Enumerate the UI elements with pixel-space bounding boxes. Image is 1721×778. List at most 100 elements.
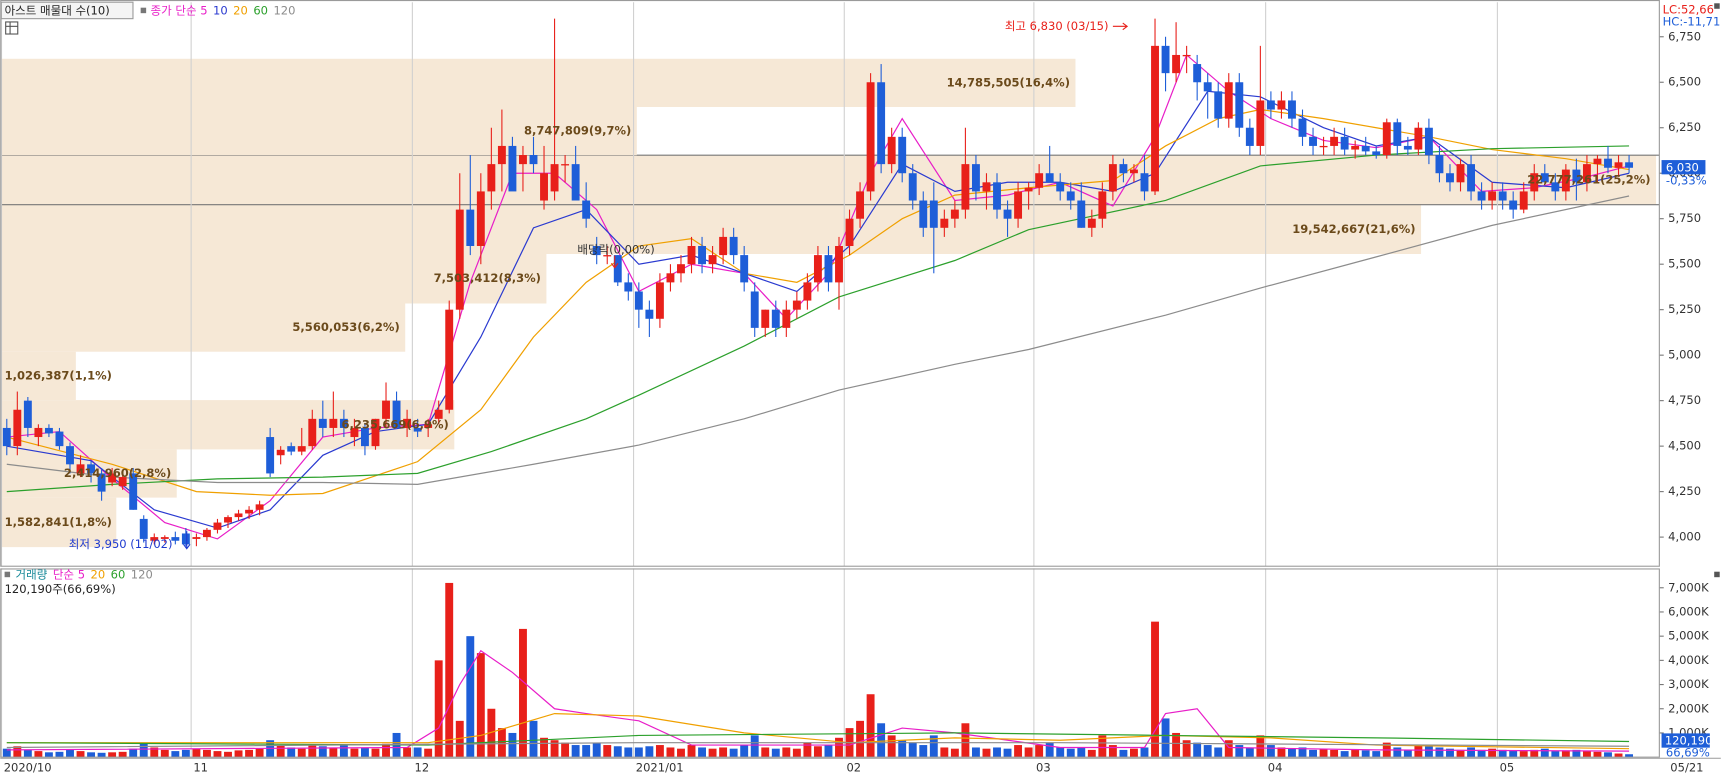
candle-body (1277, 100, 1286, 110)
volume-bar (413, 747, 422, 758)
table-icon[interactable] (5, 21, 19, 35)
legend-entry: 20 (91, 567, 106, 581)
volume-bar (150, 747, 159, 758)
candle-body (571, 164, 580, 201)
volume-bar (1319, 748, 1328, 758)
volume-bar (982, 748, 991, 758)
volume-ratio-label: 66,69% (1666, 746, 1710, 760)
x-tick-label: 2020/10 (4, 761, 52, 775)
y-tick-label: 5,000K (1668, 629, 1709, 643)
x-tick-label: 11 (193, 761, 208, 775)
event-note: 배당락(0,00%) (577, 243, 654, 257)
candle-body (181, 533, 190, 545)
volume-bar (1045, 742, 1054, 758)
volume-profile-label: 6,235,669(6,9%) (342, 417, 449, 431)
candle-body (1572, 169, 1581, 183)
title-box[interactable] (0, 1, 134, 20)
legend-entry: 60 (253, 3, 268, 17)
legend-icon (140, 7, 147, 14)
volume-bar (129, 748, 138, 758)
y-tick-label: 2,000K (1668, 701, 1709, 715)
volume-panel-frame (0, 568, 1660, 758)
volume-bar (1498, 749, 1507, 758)
volume-bar (1161, 718, 1170, 758)
volume-bar (455, 720, 464, 758)
y-tick-label: 5,500 (1668, 257, 1701, 271)
candle-body (1151, 45, 1159, 192)
candle-body (940, 218, 949, 228)
candle-body (1182, 54, 1191, 57)
volume-profile-bar (1, 106, 637, 156)
volume-bar (1403, 749, 1412, 758)
candle-body (245, 509, 254, 514)
candle-body (687, 245, 696, 265)
candle-body (1235, 82, 1244, 128)
volume-bar (118, 751, 127, 758)
volume-bar (1424, 746, 1433, 758)
candle-body (719, 236, 728, 256)
volume-bar (308, 745, 317, 758)
low-note: 최저 3,950 (11/02) (69, 537, 173, 551)
volume-title: 거래량 (16, 567, 48, 581)
candle-body (1340, 136, 1349, 150)
candle-body (297, 446, 306, 452)
volume-bar (887, 735, 896, 758)
y-tick-label: 6,750 (1668, 29, 1701, 43)
volume-profile-bar (1, 204, 1422, 255)
y-tick-label: 3,000K (1668, 677, 1709, 691)
volume-bar (360, 747, 369, 758)
candle-body (287, 446, 296, 452)
candle-body (655, 282, 664, 319)
candle-body (224, 517, 232, 523)
volume-profile-bar (1, 497, 117, 548)
candle-body (1309, 136, 1317, 146)
legend-entry: 단순 5 (53, 567, 85, 581)
candle-body (1361, 145, 1370, 152)
volume-bar (561, 742, 570, 758)
candle-body (34, 427, 43, 438)
change-label: -0,33% (1666, 173, 1707, 187)
y-tick-label: 4,000 (1668, 530, 1701, 544)
candle-body (445, 309, 454, 410)
x-tick-label: 05/21 (1670, 761, 1703, 775)
volume-profile-label: 5,560,053(6,2%) (292, 320, 399, 334)
candle-body (550, 164, 559, 192)
candle-body (1003, 209, 1012, 219)
volume-bar (1467, 747, 1475, 758)
volume-bar (1435, 747, 1444, 758)
corner-marker (1714, 571, 1720, 578)
y-tick-label: 6,000K (1668, 604, 1709, 618)
volume-bar (1245, 747, 1254, 758)
candle-body (677, 264, 685, 274)
candle-body (592, 245, 601, 256)
y-tick-label: 6,500 (1668, 75, 1701, 89)
candle-body (1224, 82, 1233, 119)
candle-body (202, 529, 211, 538)
candle-body (1582, 164, 1591, 183)
volume-bar (719, 747, 728, 758)
candle-body (750, 291, 759, 328)
volume-bar (929, 735, 938, 758)
moving-average-line (6, 145, 1630, 493)
moving-average-line (6, 732, 1630, 746)
candle-body (160, 537, 169, 539)
volume-bar (1193, 742, 1202, 758)
candle-body (803, 282, 812, 301)
y-tick-label: 4,500 (1668, 439, 1701, 453)
candle-body (424, 424, 433, 428)
candle-body (645, 309, 654, 319)
volume-bar (66, 749, 74, 758)
volume-bar (529, 720, 538, 758)
moving-average-line (6, 195, 1630, 485)
candle-body (1193, 64, 1202, 83)
volume-bar (866, 694, 875, 758)
volume-bar (813, 746, 822, 758)
candle-body (856, 191, 865, 219)
candle-body (1056, 182, 1065, 192)
volume-bar (740, 745, 749, 758)
volume-bar (287, 747, 296, 758)
volume-bar (1625, 754, 1634, 758)
candle-body (1319, 145, 1328, 148)
volume-bar (508, 732, 517, 758)
